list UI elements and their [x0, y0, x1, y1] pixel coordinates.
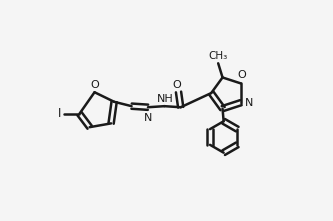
Text: I: I — [58, 107, 61, 120]
Text: O: O — [172, 80, 181, 90]
Text: O: O — [237, 70, 246, 80]
Text: CH₃: CH₃ — [208, 51, 228, 61]
Text: NH: NH — [157, 93, 174, 103]
Text: N: N — [245, 98, 253, 108]
Text: O: O — [90, 80, 99, 90]
Text: N: N — [144, 113, 152, 123]
